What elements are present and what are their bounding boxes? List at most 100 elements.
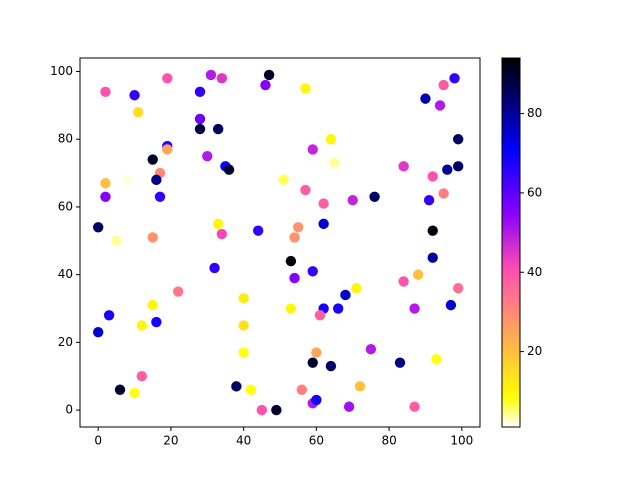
- point: [343, 401, 355, 412]
- y-tick-label: 20: [58, 335, 73, 349]
- point: [260, 79, 271, 91]
- point: [329, 157, 340, 169]
- point: [129, 387, 140, 399]
- y-tick-label: 40: [58, 267, 73, 281]
- point: [114, 384, 126, 395]
- point: [162, 144, 173, 155]
- point: [194, 123, 206, 135]
- point: [216, 228, 228, 240]
- point: [289, 272, 300, 284]
- point: [92, 327, 104, 338]
- colorbar-tick-label: 40: [527, 265, 542, 279]
- point: [427, 225, 438, 236]
- x-tick-label: 80: [381, 434, 396, 448]
- colorbar: [501, 57, 521, 428]
- point: [289, 232, 300, 243]
- y-tick-label: 100: [50, 64, 73, 78]
- colorbar-tick-label: 20: [527, 344, 542, 358]
- point: [285, 303, 297, 314]
- point: [136, 320, 148, 331]
- point: [296, 384, 308, 395]
- point: [409, 401, 420, 412]
- point: [452, 283, 464, 294]
- point: [427, 171, 438, 182]
- point: [238, 347, 249, 358]
- point: [278, 174, 289, 186]
- point: [205, 69, 217, 81]
- point: [318, 198, 329, 209]
- point: [103, 310, 115, 321]
- point: [394, 357, 406, 368]
- point: [292, 222, 304, 233]
- point: [442, 164, 453, 175]
- point: [92, 222, 104, 233]
- point: [238, 293, 249, 304]
- point: [307, 144, 318, 155]
- y-tick-label: 0: [65, 403, 73, 417]
- point: [332, 303, 344, 314]
- point: [223, 164, 235, 175]
- point: [100, 86, 111, 98]
- point: [216, 73, 228, 84]
- point: [285, 255, 297, 267]
- y-tick-label: 80: [58, 132, 73, 146]
- point: [202, 150, 213, 162]
- point: [412, 269, 424, 280]
- point: [409, 303, 420, 314]
- y-tick-label: 60: [58, 199, 73, 213]
- point: [398, 161, 409, 172]
- point: [238, 320, 249, 331]
- point: [151, 316, 162, 328]
- point: [151, 174, 162, 186]
- point: [340, 289, 351, 301]
- point: [431, 354, 442, 365]
- point: [427, 252, 438, 263]
- colorbar-tick-label: 80: [527, 106, 542, 120]
- x-tick-label: 100: [450, 434, 473, 448]
- point: [111, 235, 122, 247]
- colorbar-tick-label: 60: [527, 185, 542, 199]
- point: [147, 154, 158, 165]
- point: [445, 299, 457, 311]
- point: [434, 100, 446, 111]
- point: [354, 381, 366, 392]
- point: [398, 276, 409, 287]
- point: [162, 73, 173, 84]
- point: [325, 360, 337, 372]
- point: [212, 123, 224, 135]
- x-tick-label: 40: [236, 434, 251, 448]
- point: [147, 232, 158, 243]
- point: [147, 299, 158, 311]
- point: [311, 394, 322, 406]
- point: [256, 404, 268, 416]
- point: [314, 310, 326, 321]
- point: [369, 191, 380, 202]
- point: [154, 191, 166, 202]
- point: [318, 218, 329, 230]
- point: [325, 134, 337, 145]
- point: [252, 225, 264, 236]
- point: [307, 266, 318, 277]
- point: [172, 286, 184, 297]
- point: [438, 188, 449, 199]
- point: [452, 134, 464, 145]
- point: [423, 194, 435, 206]
- point: [136, 371, 148, 382]
- point: [452, 161, 464, 172]
- point: [449, 73, 460, 84]
- plot-frame: [79, 57, 481, 428]
- point: [231, 381, 242, 392]
- point: [194, 86, 206, 98]
- point: [300, 83, 311, 94]
- point: [122, 174, 133, 186]
- x-tick-label: 0: [94, 434, 102, 448]
- x-tick-label: 60: [309, 434, 324, 448]
- point: [311, 347, 322, 358]
- point: [300, 184, 311, 196]
- point: [212, 218, 224, 230]
- point: [420, 93, 431, 104]
- point: [347, 194, 358, 206]
- point: [271, 404, 282, 416]
